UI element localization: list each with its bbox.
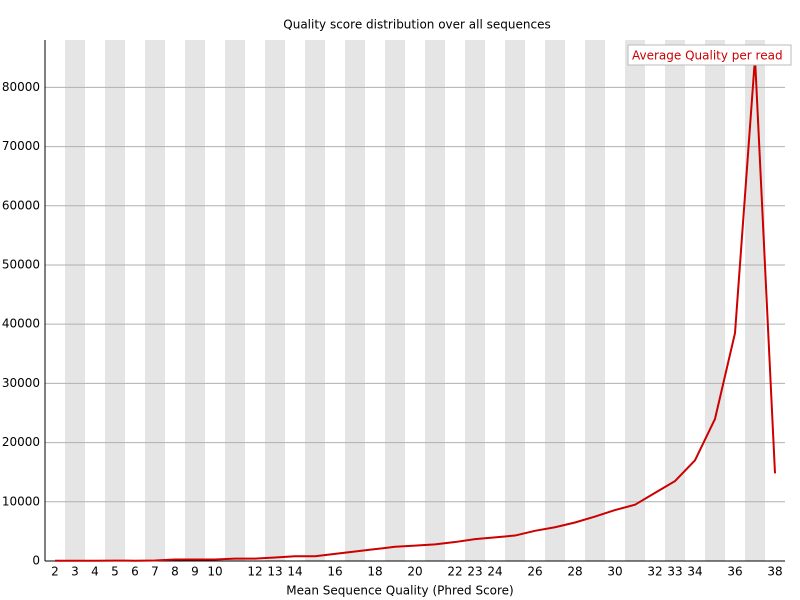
band (745, 40, 765, 561)
x-tick-label: 34 (687, 565, 702, 579)
band (265, 40, 285, 561)
band (145, 40, 165, 561)
y-tick-label: 10000 (2, 494, 40, 508)
x-axis-label: Mean Sequence Quality (Phred Score) (286, 584, 514, 598)
y-tick-label: 80000 (2, 80, 40, 94)
band (105, 40, 125, 561)
band (65, 40, 85, 561)
band (585, 40, 605, 561)
x-tick-label: 23 (467, 565, 482, 579)
band (465, 40, 485, 561)
x-tick-label: 26 (527, 565, 542, 579)
x-tick-label: 10 (207, 565, 222, 579)
band (305, 40, 325, 561)
x-tick-label: 12 (247, 565, 262, 579)
x-tick-label: 22 (447, 565, 462, 579)
x-tick-label: 28 (567, 565, 582, 579)
x-tick-label: 4 (91, 565, 99, 579)
x-tick-label: 5 (111, 565, 119, 579)
band (185, 40, 205, 561)
x-tick-label: 24 (487, 565, 502, 579)
y-tick-label: 0 (32, 554, 40, 568)
x-tick-label: 18 (367, 565, 382, 579)
x-tick-label: 36 (727, 565, 742, 579)
x-tick-label: 30 (607, 565, 622, 579)
y-tick-label: 30000 (2, 376, 40, 390)
data-line (55, 57, 776, 562)
y-tick-label: 20000 (2, 435, 40, 449)
legend-label: Average Quality per read (632, 49, 783, 63)
x-tick-label: 3 (71, 565, 79, 579)
x-tick-label: 33 (667, 565, 682, 579)
x-tick-label: 9 (191, 565, 199, 579)
band (505, 40, 525, 561)
band (665, 40, 685, 561)
x-tick-label: 2 (51, 565, 59, 579)
x-tick-label: 8 (171, 565, 179, 579)
band (425, 40, 445, 561)
x-tick-label: 20 (407, 565, 422, 579)
band (705, 40, 725, 561)
y-tick-label: 40000 (2, 317, 40, 331)
x-tick-label: 13 (267, 565, 282, 579)
y-tick-label: 60000 (2, 198, 40, 212)
band (225, 40, 245, 561)
chart-title: Quality score distribution over all sequ… (283, 18, 550, 32)
band (625, 40, 645, 561)
band (545, 40, 565, 561)
band (385, 40, 405, 561)
x-tick-label: 32 (647, 565, 662, 579)
x-tick-label: 16 (327, 565, 342, 579)
x-tick-label: 6 (131, 565, 139, 579)
x-tick-label: 38 (767, 565, 782, 579)
x-tick-label: 7 (151, 565, 159, 579)
band (345, 40, 365, 561)
y-tick-label: 50000 (2, 257, 40, 271)
x-tick-label: 14 (287, 565, 302, 579)
legend-box (627, 44, 792, 66)
y-tick-label: 70000 (2, 139, 40, 153)
